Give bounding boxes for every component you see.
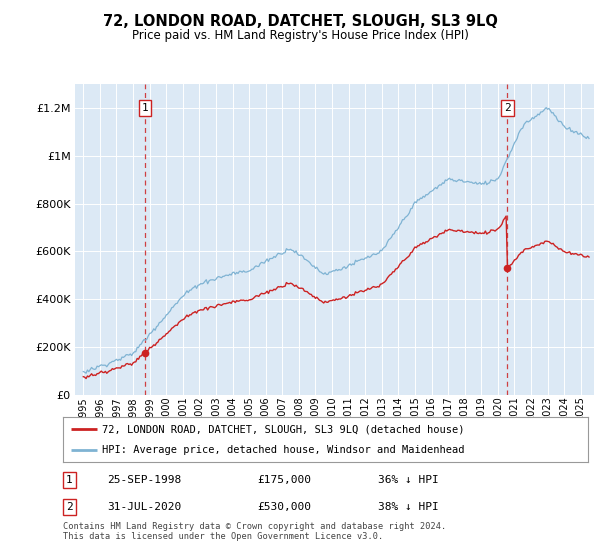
Text: HPI: Average price, detached house, Windsor and Maidenhead: HPI: Average price, detached house, Wind… xyxy=(103,445,465,455)
Text: 2: 2 xyxy=(504,103,511,113)
Text: 72, LONDON ROAD, DATCHET, SLOUGH, SL3 9LQ (detached house): 72, LONDON ROAD, DATCHET, SLOUGH, SL3 9L… xyxy=(103,424,465,435)
Text: 31-JUL-2020: 31-JUL-2020 xyxy=(107,502,182,512)
Text: 38% ↓ HPI: 38% ↓ HPI xyxy=(378,502,439,512)
Text: £530,000: £530,000 xyxy=(257,502,311,512)
Text: 2: 2 xyxy=(66,502,73,512)
Text: 1: 1 xyxy=(66,475,73,485)
Text: 1: 1 xyxy=(142,103,149,113)
Text: £175,000: £175,000 xyxy=(257,475,311,485)
Text: Contains HM Land Registry data © Crown copyright and database right 2024.
This d: Contains HM Land Registry data © Crown c… xyxy=(63,522,446,542)
Text: 25-SEP-1998: 25-SEP-1998 xyxy=(107,475,182,485)
Text: 72, LONDON ROAD, DATCHET, SLOUGH, SL3 9LQ: 72, LONDON ROAD, DATCHET, SLOUGH, SL3 9L… xyxy=(103,14,497,29)
Text: Price paid vs. HM Land Registry's House Price Index (HPI): Price paid vs. HM Land Registry's House … xyxy=(131,29,469,42)
Text: 36% ↓ HPI: 36% ↓ HPI xyxy=(378,475,439,485)
